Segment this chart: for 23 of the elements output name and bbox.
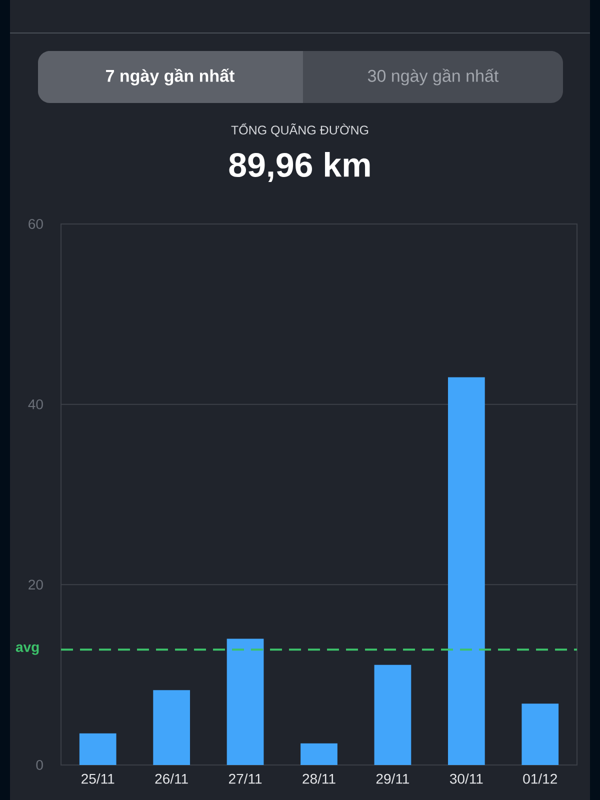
bar xyxy=(374,664,412,765)
x-tick-label: 30/11 xyxy=(450,774,483,784)
bar xyxy=(226,638,264,765)
bar xyxy=(522,704,559,765)
x-tick-label: 27/11 xyxy=(228,774,262,784)
y-tick-label: 20 xyxy=(28,580,43,590)
x-tick-label: 29/11 xyxy=(376,774,410,784)
y-tick-label: 0 xyxy=(36,760,43,770)
x-tick-label: 25/11 xyxy=(82,774,114,784)
bar xyxy=(153,690,190,765)
bar xyxy=(79,733,116,765)
text: 7 ngày gần nhất xyxy=(106,68,234,86)
chart-title: TỔNG QUÃNG ĐƯỜNG xyxy=(231,123,368,137)
bar xyxy=(300,743,338,765)
text: 30 ngày gần nhất xyxy=(368,68,499,86)
x-tick-label: 01/12 xyxy=(523,774,557,784)
chart-subtitle: 89,96 km xyxy=(229,152,370,182)
ref-line-label: avg xyxy=(16,644,39,655)
y-tick-label: 40 xyxy=(28,399,43,410)
x-tick-label: 28/11 xyxy=(302,774,336,784)
x-tick-label: 26/11 xyxy=(155,774,188,784)
y-tick-label: 60 xyxy=(28,219,43,229)
bar xyxy=(448,377,485,765)
